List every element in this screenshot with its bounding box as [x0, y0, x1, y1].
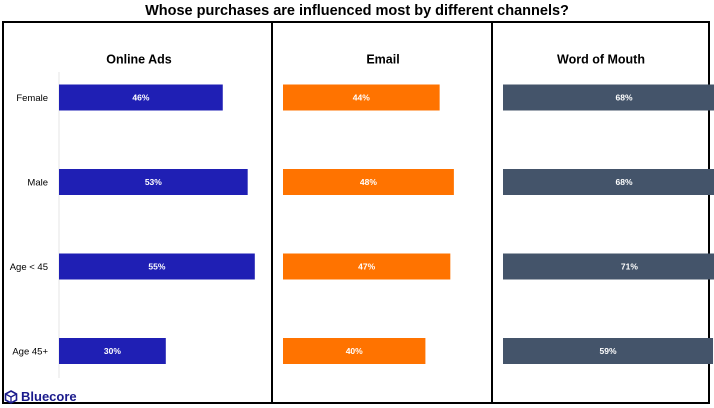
series-header: Online Ads [106, 53, 172, 67]
data-label: 71% [621, 262, 638, 272]
series-header: Email [366, 53, 399, 67]
category-label: Age < 45 [10, 262, 48, 273]
data-label: 55% [148, 262, 165, 272]
bar [59, 84, 223, 111]
series-header: Word of Mouth [557, 53, 645, 67]
chart-frame [2, 21, 710, 404]
bar [503, 84, 714, 111]
bar [283, 338, 426, 364]
category-label: Age 45+ [12, 347, 48, 358]
bar [59, 253, 255, 280]
data-label: 48% [360, 177, 377, 187]
bluecore-hexagon-icon [4, 390, 18, 404]
data-label: 59% [600, 346, 617, 356]
brand-name: Bluecore [21, 389, 77, 404]
data-label: 47% [358, 262, 375, 272]
data-label: 68% [616, 93, 633, 103]
bar [283, 169, 454, 195]
bar [503, 169, 714, 195]
bar [59, 338, 166, 364]
data-label: 30% [104, 346, 121, 356]
data-label: 44% [353, 93, 370, 103]
bar [283, 84, 440, 111]
chart-title: Whose purchases are influenced most by d… [145, 3, 569, 19]
bar [283, 253, 451, 280]
brand-logo: Bluecore [4, 389, 77, 405]
data-label: 68% [616, 177, 633, 187]
category-label: Female [16, 93, 48, 104]
data-label: 53% [145, 177, 162, 187]
data-label: 40% [346, 346, 363, 356]
bar [503, 338, 714, 364]
category-label: Male [27, 178, 48, 189]
data-label: 46% [132, 93, 149, 103]
bar [59, 169, 248, 195]
bar [503, 253, 714, 280]
